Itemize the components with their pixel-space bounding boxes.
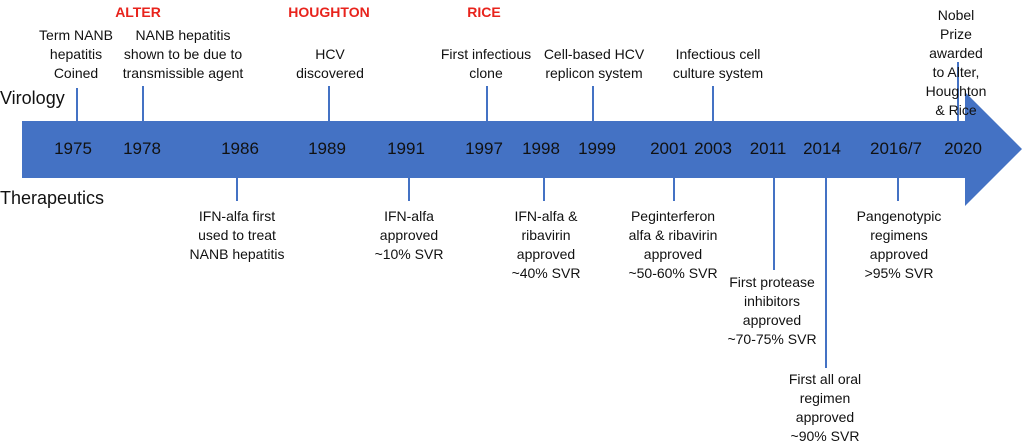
virology-tick [142, 86, 144, 121]
year-label: 1989 [308, 139, 346, 158]
row-label-virology: Virology [0, 88, 65, 108]
virology-tick [712, 86, 714, 121]
laureate-rice: RICE [467, 4, 501, 20]
year-label: 1997 [465, 139, 503, 158]
therapeutics-event: First all oral regimen approved ~90% SVR [788, 371, 862, 444]
laureate-alter: ALTER [115, 4, 161, 20]
year-label: 2014 [803, 139, 841, 158]
year-label: 1999 [578, 139, 616, 158]
therapeutics-tick [408, 178, 410, 201]
year-label: 1998 [522, 139, 560, 158]
virology-tick [76, 88, 78, 121]
virology-tick [957, 62, 959, 121]
virology-tick [592, 86, 594, 121]
year-label: 2016/7 [870, 139, 922, 158]
row-label-therapeutics: Therapeutics [0, 188, 105, 208]
therapeutics-event: IFN-alfa & ribavirin approved ~40% SVR [511, 208, 581, 281]
therapeutics-event: IFN-alfa approved ~10% SVR [374, 208, 444, 262]
therapeutics-tick [236, 178, 238, 201]
year-label: 2001 [650, 139, 688, 158]
virology-tick [328, 86, 330, 121]
therapeutics-tick [673, 178, 675, 201]
virology-event: First infectious clone [440, 46, 532, 81]
year-label: 1991 [387, 139, 425, 158]
virology-event: Term NANB hepatitis Coined [39, 27, 113, 81]
year-label: 2020 [944, 139, 982, 158]
therapeutics-event: First protease inhibitors approved ~70-7… [727, 274, 817, 347]
virology-event: Infectious cell culture system [672, 46, 764, 81]
therapeutics-tick [825, 178, 827, 368]
therapeutics-event: IFN-alfa first used to treat NANB hepati… [189, 208, 285, 262]
laureate-houghton: HOUGHTON [288, 4, 370, 20]
year-label: 2011 [749, 139, 787, 158]
year-label: 1986 [221, 139, 259, 158]
year-label: 1978 [123, 139, 161, 158]
therapeutics-event: Peginterferon alfa & ribavirin approved … [628, 208, 718, 281]
virology-event: HCV discovered [296, 46, 364, 81]
therapeutics-tick [773, 178, 775, 270]
virology-event: Cell-based HCV replicon system [543, 46, 645, 81]
virology-tick [486, 86, 488, 121]
therapeutics-event: Pangenotypic regimens approved >95% SVR [856, 208, 942, 281]
virology-event: NANB hepatitis shown to be due to transm… [122, 27, 244, 81]
year-label: 2003 [694, 139, 732, 158]
year-label: 1975 [54, 139, 92, 158]
virology-event: Nobel Prize awarded to Alter, Houghton &… [925, 7, 987, 118]
therapeutics-tick [897, 178, 899, 201]
therapeutics-tick [543, 178, 545, 201]
